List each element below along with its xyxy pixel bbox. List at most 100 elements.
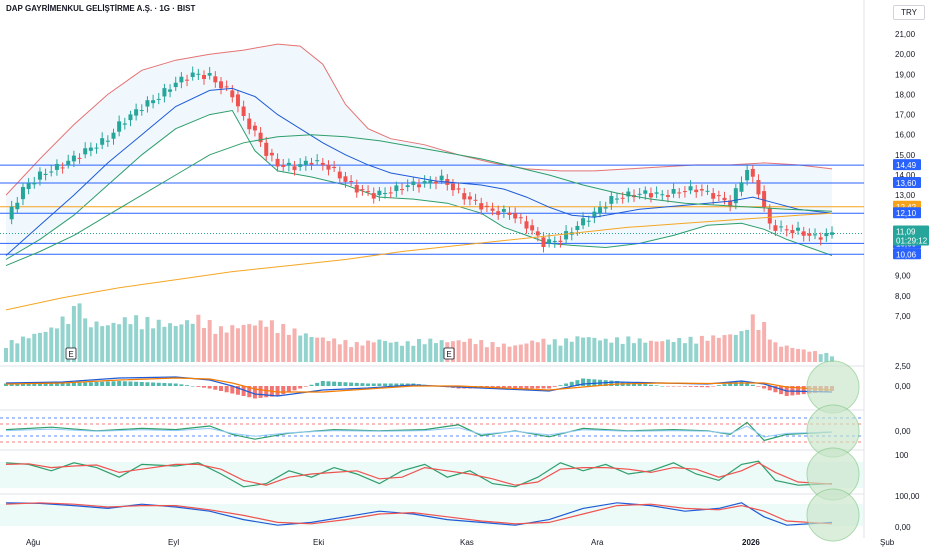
volume-bar: [801, 349, 806, 362]
macd-histogram-bar: [394, 383, 399, 386]
candle-up: [705, 190, 710, 192]
macd-histogram-bar: [501, 386, 506, 389]
candle-down: [77, 157, 82, 159]
macd-histogram-bar: [218, 386, 223, 391]
candle-down: [818, 237, 823, 240]
candle-up: [145, 100, 150, 107]
macd-histogram-bar: [779, 386, 784, 395]
volume-bar: [275, 333, 280, 362]
macd-histogram-bar: [122, 381, 127, 386]
volume-bar: [49, 327, 54, 362]
price-tick-label: 9,00: [895, 272, 911, 281]
macd-histogram-bar: [202, 386, 207, 388]
candle-up: [32, 182, 37, 185]
macd-histogram-bar: [37, 383, 42, 386]
volume-bar: [626, 336, 631, 362]
macd-histogram-bar: [564, 383, 569, 386]
macd-histogram-bar: [117, 381, 122, 386]
chart-title: DAP GAYRİMENKUL GELİŞTİRME A.Ş. · 1G · B…: [6, 4, 196, 13]
volume-bar: [168, 323, 173, 362]
candle-up: [179, 76, 184, 83]
candle-down: [366, 191, 371, 193]
macd-histogram-bar: [332, 381, 337, 386]
volume-bar: [383, 340, 388, 362]
macd-histogram-bar: [298, 386, 303, 389]
volume-bar: [484, 347, 489, 362]
candle-down: [773, 225, 778, 231]
time-tick-label: Ara: [591, 538, 604, 547]
bollinger-lower-line: [5, 109, 833, 260]
volume-bar: [501, 343, 506, 362]
volume-bar: [218, 326, 223, 362]
volume-bar: [309, 337, 314, 362]
candle-down: [320, 162, 325, 165]
currency-selector[interactable]: TRY: [893, 5, 925, 20]
volume-bar: [117, 324, 122, 362]
candle-down: [648, 193, 653, 198]
macd-histogram-bar: [388, 383, 393, 386]
candle-up: [439, 175, 444, 181]
candle-up: [586, 220, 591, 222]
macd-histogram-bar: [77, 382, 82, 386]
macd-histogram-bar: [694, 386, 699, 387]
candle-down: [722, 197, 727, 201]
volume-bar: [196, 314, 201, 362]
volume-bar: [179, 324, 184, 362]
earnings-marker-box: [443, 347, 455, 360]
macd-histogram-bar: [20, 383, 25, 386]
macd-histogram-bar: [767, 386, 772, 391]
candle-down: [711, 193, 716, 199]
macd-histogram-bar: [275, 386, 280, 396]
price-tick-label: 15,00: [895, 151, 916, 160]
macd-histogram-bar: [207, 386, 212, 389]
candle-down: [360, 189, 365, 191]
candle-down: [558, 240, 563, 242]
volume-bar: [581, 337, 586, 362]
candle-up: [71, 155, 76, 162]
candle-down: [677, 192, 682, 194]
macd-histogram-bar: [286, 386, 291, 393]
candle-down: [801, 231, 806, 236]
volume-bar: [411, 345, 416, 362]
volume-bar: [190, 323, 195, 362]
volume-bar: [400, 345, 405, 362]
macd-signal-line: [5, 377, 833, 393]
volume-bar: [388, 342, 393, 362]
volume-bar: [524, 343, 529, 362]
candle-down: [467, 196, 472, 200]
volume-bar: [456, 340, 461, 362]
last-price-value: 11,09: [896, 228, 916, 237]
candle-down: [496, 211, 501, 215]
macd-histogram-bar: [15, 383, 20, 386]
price-tick-label: 13,00: [895, 191, 916, 200]
volume-bar: [609, 342, 614, 362]
candle-up: [411, 181, 416, 186]
candle-up: [394, 185, 399, 192]
volume-bar: [202, 327, 207, 362]
macd-histogram-bar: [258, 386, 263, 398]
candle-down: [224, 86, 229, 88]
volume-bar: [332, 338, 337, 362]
macd-histogram-bar: [716, 385, 721, 386]
price-tick-label: 17,00: [895, 111, 916, 120]
macd-histogram-bar: [128, 381, 133, 386]
candle-up: [383, 193, 388, 195]
volume-bar: [71, 306, 76, 362]
volume-bar: [728, 334, 733, 362]
volume-bar: [637, 338, 642, 362]
candle-down: [400, 189, 405, 191]
candle-up: [626, 191, 631, 197]
candle-down: [241, 106, 246, 117]
volume-bar: [711, 335, 716, 362]
macd-histogram-bar: [134, 381, 139, 386]
time-tick-label: Şub: [880, 538, 895, 547]
macd-histogram-bar: [547, 386, 552, 389]
time-axis: Ağu Eyl Eki Kas Ara 2026 Şub: [26, 538, 895, 547]
volume-bar: [60, 316, 65, 362]
macd-histogram-bar: [151, 382, 156, 386]
volume-bar: [241, 324, 246, 362]
indicator-tick-label: 100: [895, 451, 909, 460]
macd-histogram-bar: [315, 382, 320, 386]
candle-down: [535, 231, 540, 236]
